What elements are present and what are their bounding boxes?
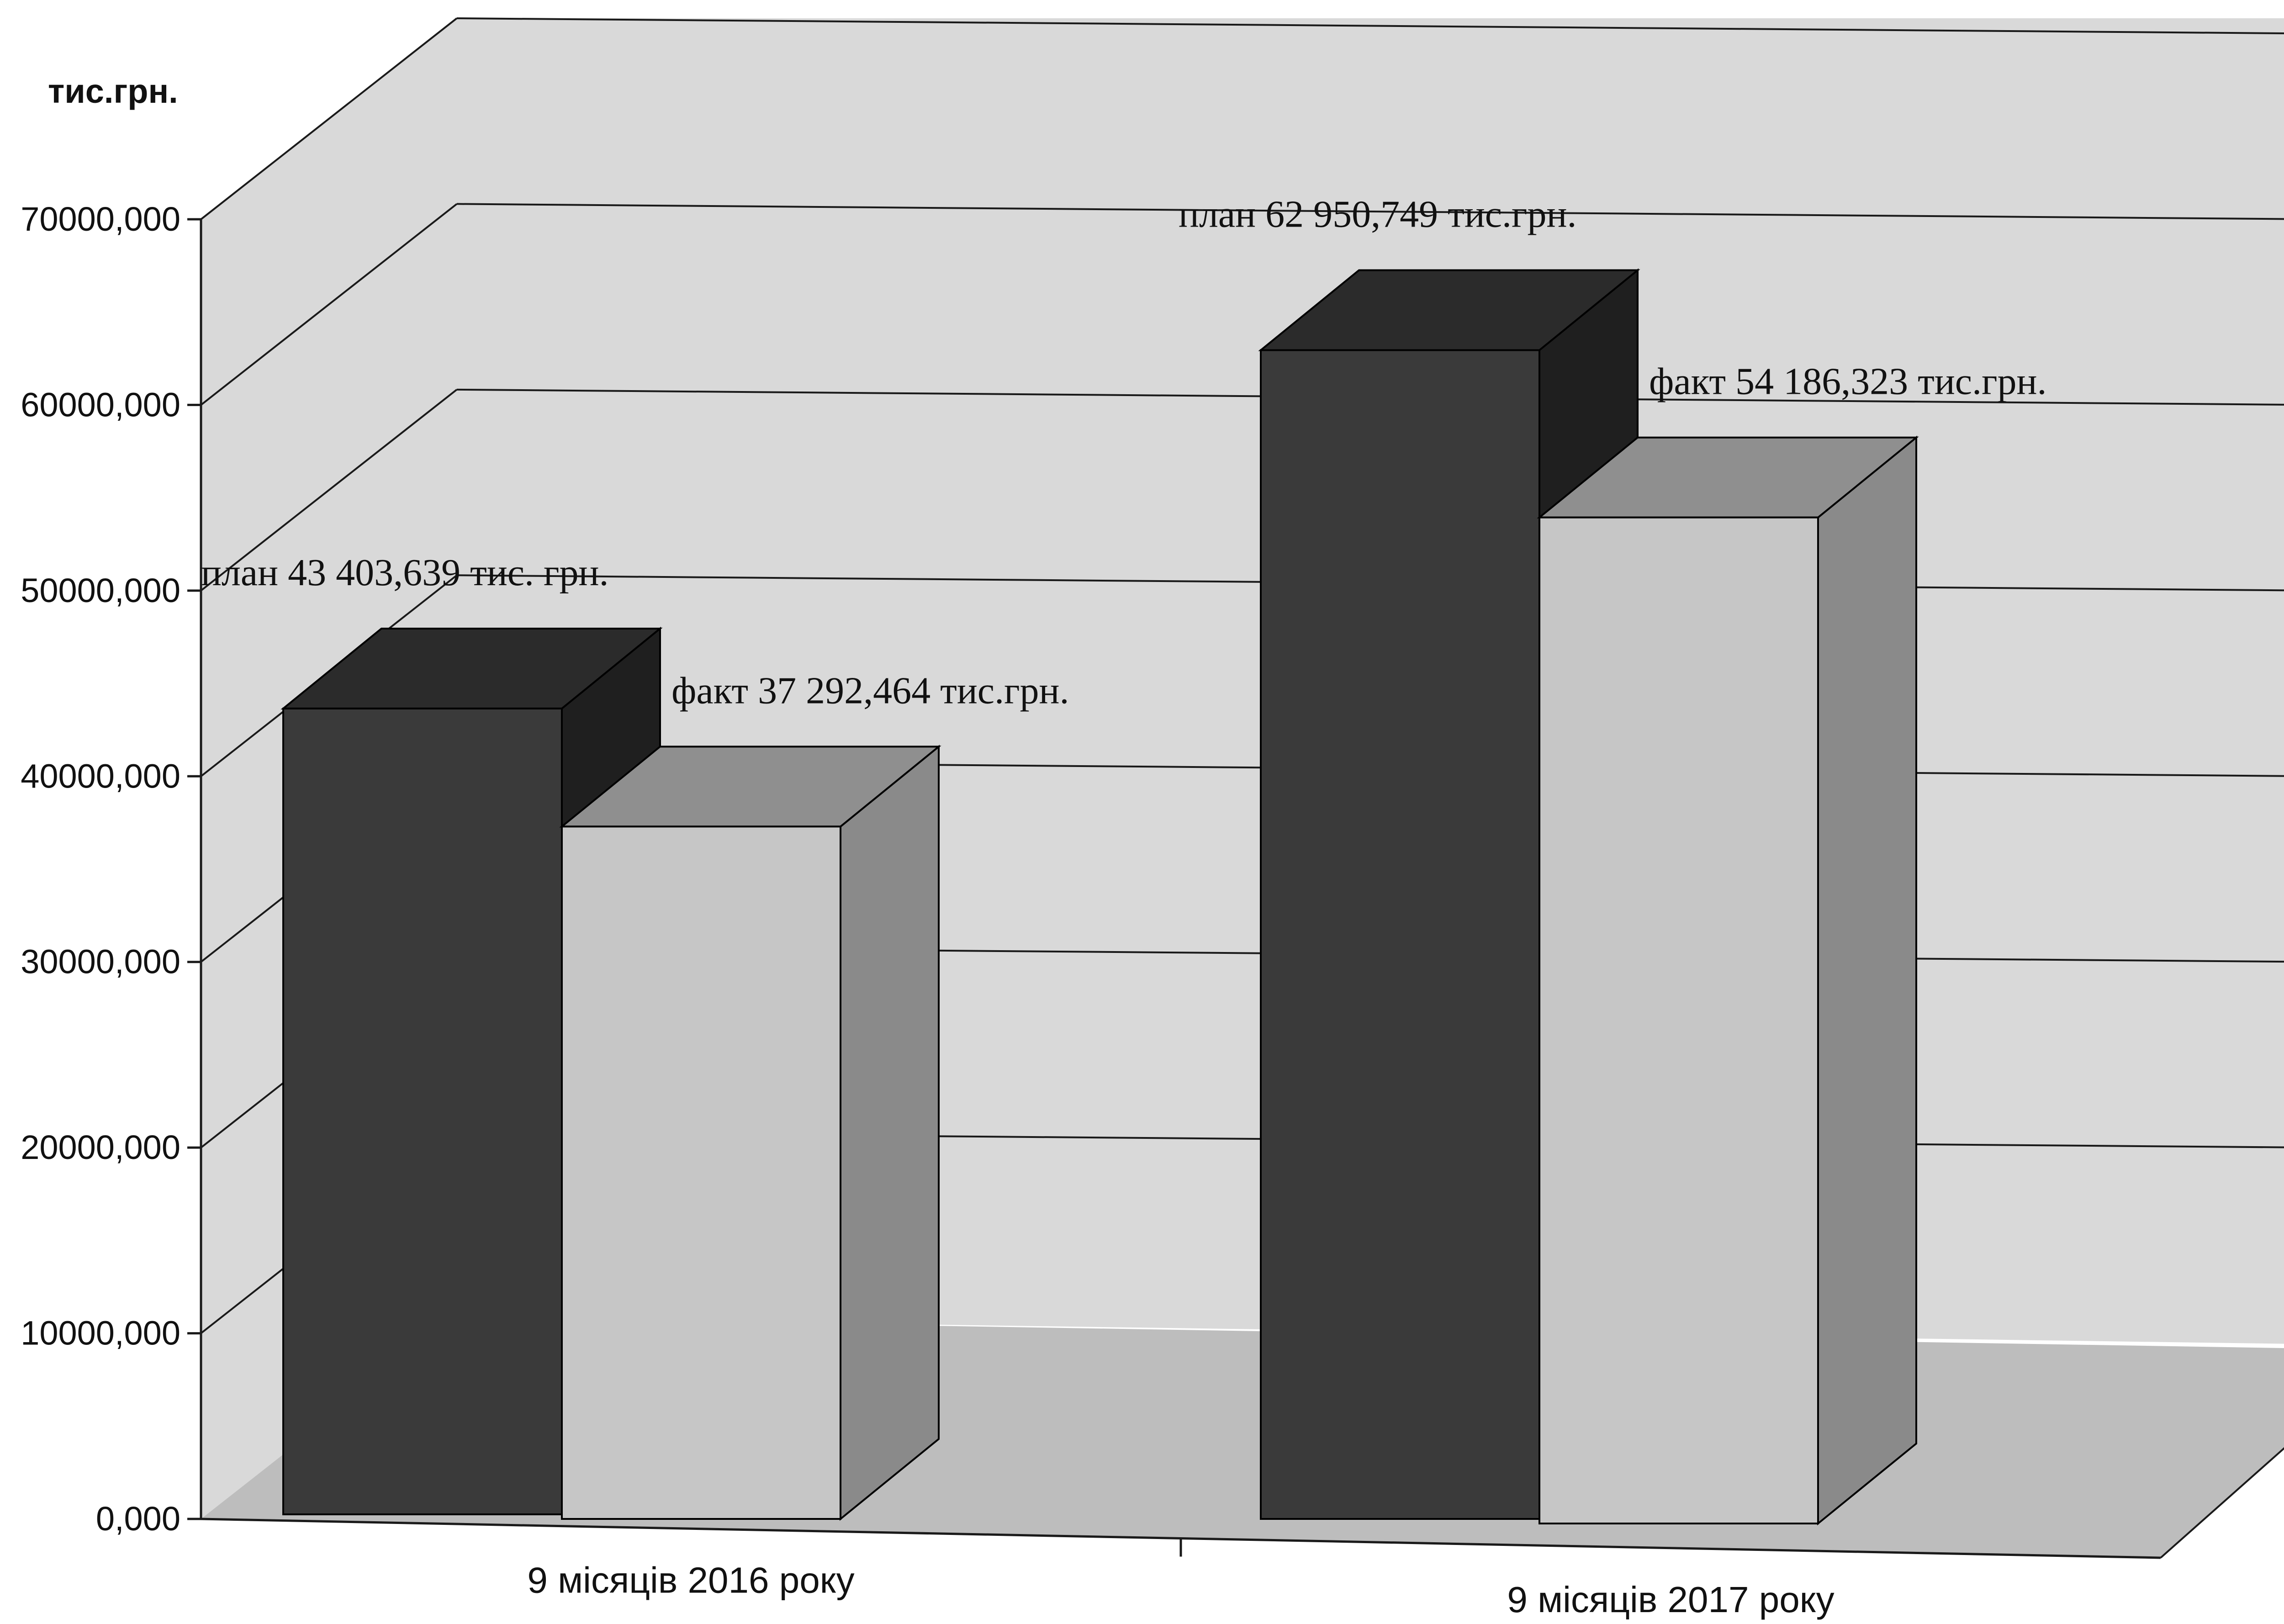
y-axis-unit-label: тис.грн. <box>48 72 178 110</box>
data-label: факт 37 292,464 тис.грн. <box>671 669 1069 712</box>
y-tick-label: 0,000 <box>96 1500 180 1538</box>
gridline-back <box>456 203 2284 220</box>
y-tick-label: 10000,000 <box>21 1314 180 1352</box>
bar-front <box>561 825 841 1520</box>
bar-front <box>1260 349 1540 1520</box>
y-tick-label: 40000,000 <box>21 757 180 795</box>
bar-front <box>282 707 563 1515</box>
gridline-diagonal <box>200 203 458 406</box>
category-label: 9 місяців 2017 року <box>1507 1579 1834 1620</box>
category-label: 9 місяців 2016 року <box>527 1560 854 1600</box>
data-label: план 62 950,749 тис.грн. <box>1179 193 1576 236</box>
bars <box>280 268 1919 1526</box>
gridline-diagonal <box>200 389 458 592</box>
floor-right-edge <box>2160 1447 2284 1559</box>
bar <box>559 745 941 1521</box>
labels: план 43 403,639 тис. грн. факт 37 292,464… <box>201 193 2046 712</box>
y-tick-label: 50000,000 <box>21 571 180 609</box>
y-tick-label: 60000,000 <box>21 386 180 423</box>
bar-side <box>840 745 940 1521</box>
gridline-diagonal <box>200 17 458 220</box>
data-label: план 43 403,639 тис. грн. <box>201 551 608 594</box>
bar-front <box>1539 516 1819 1524</box>
value-axis: 0,000 10000,000 20000,000 30000,000 40000,00… <box>21 72 1834 1620</box>
y-tick-label: 30000,000 <box>21 943 180 981</box>
y-tick-label: 70000,000 <box>21 200 180 238</box>
data-label: факт 54 186,323 тис.грн. <box>1649 360 2046 403</box>
bar-side <box>1817 435 1917 1526</box>
bar <box>1537 435 1919 1526</box>
y-tick-label: 20000,000 <box>21 1128 180 1166</box>
gridline-back <box>456 17 2284 34</box>
